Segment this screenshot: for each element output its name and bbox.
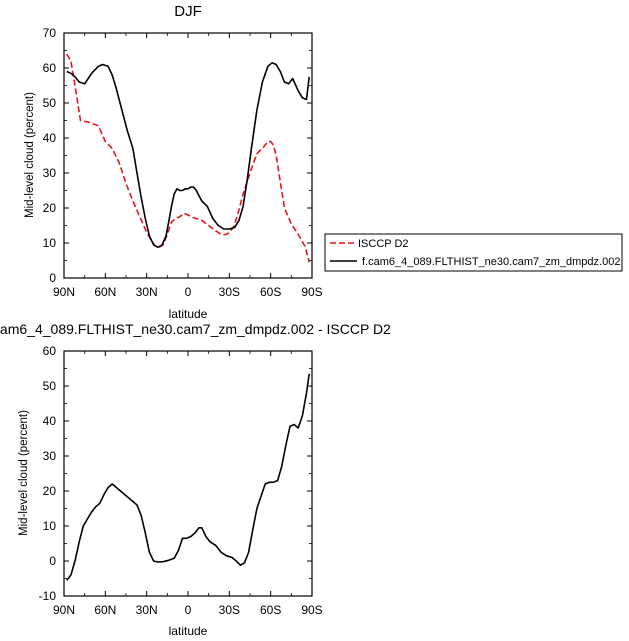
top-chart-x-tick-label: 90S <box>301 285 322 299</box>
top-chart-y-tick-label: 40 <box>43 131 57 145</box>
bottom-chart-plot-frame <box>63 350 313 597</box>
bottom-chart-y-tick-label: 20 <box>43 484 57 498</box>
top-chart-series-line-0 <box>66 53 310 263</box>
top-chart-x-tick-label: 90N <box>53 285 75 299</box>
top-chart-y-tick-label: 50 <box>43 96 57 110</box>
top-chart-x-tick-label: 0 <box>185 285 192 299</box>
top-chart-plot-frame <box>63 32 313 279</box>
bottom-chart-x-tick-label: 0 <box>185 603 192 617</box>
top-chart-title: DJF <box>174 3 202 20</box>
bottom-chart-y-tick-label: 30 <box>43 449 57 463</box>
top-chart-y-axis-label: Mid-level cloud (percent) <box>24 92 36 218</box>
bottom-chart-y-tick-label: 10 <box>43 519 57 533</box>
bottom-chart-y-tick-label: 0 <box>49 554 56 568</box>
top-chart-x-tick-label: 60S <box>260 285 281 299</box>
bottom-chart-x-tick-label: 30N <box>136 603 158 617</box>
legend-box <box>324 233 623 272</box>
bottom-chart-x-tick-label: 90S <box>301 603 322 617</box>
bottom-chart-y-tick-label: 60 <box>43 344 57 358</box>
bottom-chart-x-tick-label: 90N <box>53 603 75 617</box>
top-chart-y-tick-label: 20 <box>43 201 57 215</box>
top-chart-x-tick-label: 30S <box>219 285 240 299</box>
top-chart-panel: DJF 90N 60N 30N 0 30S 60S 90S 0 10 20 30 40 50 60 70 l… <box>24 3 323 321</box>
top-chart-y-tick-label: 70 <box>43 26 57 40</box>
top-chart-y-tick-label: 30 <box>43 166 57 180</box>
bottom-chart-x-tick-label: 30S <box>219 603 240 617</box>
bottom-chart-x-axis-label: latitude <box>169 624 208 638</box>
bottom-chart-y-axis-label: Mid-level cloud (percent) <box>18 410 30 536</box>
bottom-chart-y-tick-label: 50 <box>43 379 57 393</box>
bottom-chart-y-tick-label: -10 <box>39 589 57 603</box>
top-chart-x-tick-label: 30N <box>136 285 158 299</box>
bottom-chart-x-tick-label: 60N <box>94 603 116 617</box>
top-chart-y-tick-label: 0 <box>49 271 56 285</box>
bottom-chart-y-tick-label: 40 <box>43 414 57 428</box>
bottom-chart-panel: f.cam6_4_089.FLTHIST_ne30.cam7_zm_dmpdz.… <box>0 321 391 638</box>
top-chart-x-tick-label: 60N <box>94 285 116 299</box>
legend-label-model: f.cam6_4_089.FLTHIST_ne30.cam7_zm_dmpdz.… <box>362 256 620 268</box>
bottom-chart-title: f.cam6_4_089.FLTHIST_ne30.cam7_zm_dmpdz.… <box>0 321 391 337</box>
legend: ISCCP D2 f.cam6_4_089.FLTHIST_ne30.cam7_… <box>324 233 623 272</box>
top-chart-y-tick-label: 60 <box>43 61 57 75</box>
bottom-chart-x-tick-label: 60S <box>260 603 281 617</box>
top-chart-y-tick-label: 10 <box>43 236 57 250</box>
top-chart-series-line-1 <box>66 61 310 248</box>
bottom-chart-series-line-0 <box>66 373 310 581</box>
legend-label-isccp: ISCCP D2 <box>358 238 409 250</box>
top-chart-x-axis-label: latitude <box>169 307 208 321</box>
